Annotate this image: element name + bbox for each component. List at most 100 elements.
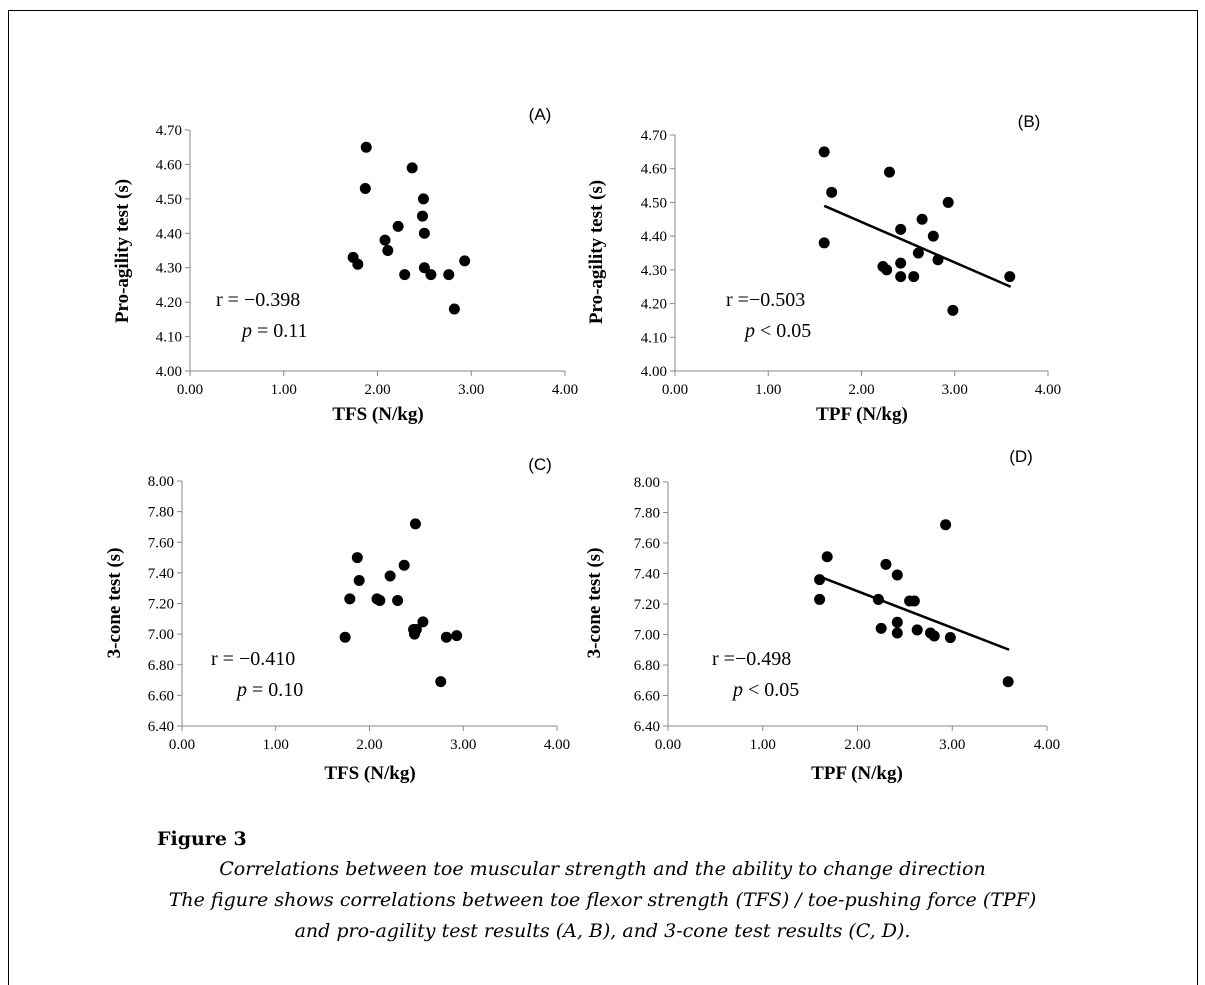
y-tick-label: 4.40 xyxy=(641,229,667,245)
y-tick-label: 7.40 xyxy=(148,566,174,582)
y-tick-label: 7.00 xyxy=(634,628,660,644)
data-point xyxy=(410,624,422,636)
data-point xyxy=(916,213,928,225)
p-value-label: p < 0.05 xyxy=(743,320,811,342)
p-value-label: p < 0.05 xyxy=(731,679,799,701)
data-point xyxy=(883,166,895,178)
data-point xyxy=(911,624,923,636)
y-tick-label: 6.40 xyxy=(148,719,174,735)
data-point xyxy=(908,595,920,607)
figure-frame xyxy=(8,10,1198,985)
x-tick-label: 0.00 xyxy=(177,382,203,398)
y-tick-label: 4.00 xyxy=(156,364,182,380)
p-symbol: p xyxy=(240,320,252,342)
data-point xyxy=(947,304,959,316)
data-point xyxy=(932,254,944,266)
p-symbol: p xyxy=(235,679,247,701)
y-tick-label: 4.20 xyxy=(641,297,667,313)
trendline xyxy=(819,575,1010,651)
data-point xyxy=(826,186,838,198)
p-value: = 0.10 xyxy=(247,679,303,701)
y-tick-label: 4.50 xyxy=(641,195,667,211)
panel-label: (D) xyxy=(1009,447,1033,466)
data-point xyxy=(418,227,430,239)
data-point xyxy=(940,519,952,531)
y-tick-label: 4.10 xyxy=(156,330,182,346)
data-point xyxy=(875,622,887,634)
x-tick-label: 1.00 xyxy=(263,737,289,753)
y-tick-label: 6.40 xyxy=(634,719,660,735)
data-point xyxy=(891,616,903,628)
p-value: < 0.05 xyxy=(743,679,799,701)
data-point xyxy=(399,269,411,281)
x-tick-label: 2.00 xyxy=(844,737,870,753)
x-tick-label: 2.00 xyxy=(364,382,390,398)
data-point xyxy=(417,210,428,222)
x-tick-label: 1.00 xyxy=(271,382,297,398)
y-tick-label: 7.20 xyxy=(634,597,660,613)
y-tick-label: 4.10 xyxy=(641,330,667,346)
y-tick-label: 4.40 xyxy=(156,226,182,242)
y-tick-label: 6.60 xyxy=(148,688,174,704)
p-value: = 0.11 xyxy=(252,320,308,342)
data-point xyxy=(425,269,437,281)
y-tick-label: 8.00 xyxy=(148,474,174,490)
panel-label: (C) xyxy=(528,455,552,474)
data-point xyxy=(392,594,404,606)
data-point xyxy=(417,193,429,205)
r-value-label: r = −0.398 xyxy=(216,289,300,311)
p-value: < 0.05 xyxy=(755,320,811,342)
y-tick-label: 4.70 xyxy=(156,123,182,139)
x-tick-label: 0.00 xyxy=(662,382,688,398)
y-axis-title: Pro-agility test (s) xyxy=(586,180,607,324)
y-tick-label: 4.30 xyxy=(641,263,667,279)
data-point xyxy=(418,262,430,274)
data-point xyxy=(928,630,940,642)
y-tick-label: 7.80 xyxy=(148,505,174,521)
caption-line-1: Correlations between toe muscular streng… xyxy=(219,858,986,880)
x-tick-label: 3.00 xyxy=(458,382,484,398)
data-point xyxy=(339,631,351,643)
p-symbol: p xyxy=(731,679,743,701)
r-value-label: r =−0.503 xyxy=(726,289,805,311)
y-tick-label: 4.20 xyxy=(156,295,182,311)
data-point xyxy=(944,632,956,644)
data-point xyxy=(927,230,939,242)
data-point xyxy=(344,593,356,605)
y-tick-label: 6.80 xyxy=(148,658,174,674)
r-value-label: r =−0.498 xyxy=(712,648,791,670)
y-tick-label: 4.70 xyxy=(641,128,667,144)
x-axis-title: TFS (N/kg) xyxy=(324,763,415,784)
data-point xyxy=(895,271,907,283)
data-point xyxy=(384,570,396,582)
x-tick-label: 2.00 xyxy=(356,737,382,753)
data-point xyxy=(382,245,394,256)
y-tick-label: 7.60 xyxy=(634,536,660,552)
data-point xyxy=(360,141,372,153)
data-point xyxy=(353,575,365,587)
data-point xyxy=(1002,676,1014,688)
x-tick-label: 0.00 xyxy=(655,737,681,753)
y-tick-label: 7.60 xyxy=(148,535,174,551)
y-axis-title: 3-cone test (s) xyxy=(584,548,605,659)
y-tick-label: 8.00 xyxy=(634,475,660,491)
y-tick-label: 4.60 xyxy=(156,157,182,173)
chart-panel-b: 4.00 4.10 4.20 4.30 4.40 4.50 4.60 4.70 0.00 1.00… xyxy=(586,112,1061,425)
data-point xyxy=(417,616,429,628)
x-tick-label: 1.00 xyxy=(750,737,776,753)
caption-line-3: and pro-agility test results (A, B), and… xyxy=(294,920,911,942)
y-tick-label: 7.80 xyxy=(634,506,660,522)
p-symbol: p xyxy=(743,320,755,342)
x-tick-label: 4.00 xyxy=(544,737,570,753)
y-tick-label: 4.60 xyxy=(641,162,667,178)
data-point xyxy=(352,258,364,270)
data-point xyxy=(895,257,907,269)
panel-label: (A) xyxy=(529,105,552,124)
data-point xyxy=(409,518,421,530)
y-tick-label: 4.00 xyxy=(641,364,667,380)
data-point xyxy=(459,255,471,267)
x-tick-label: 4.00 xyxy=(552,382,578,398)
data-point xyxy=(435,676,447,688)
y-tick-label: 4.30 xyxy=(156,261,182,277)
x-axis-title: TFS (N/kg) xyxy=(332,404,423,425)
